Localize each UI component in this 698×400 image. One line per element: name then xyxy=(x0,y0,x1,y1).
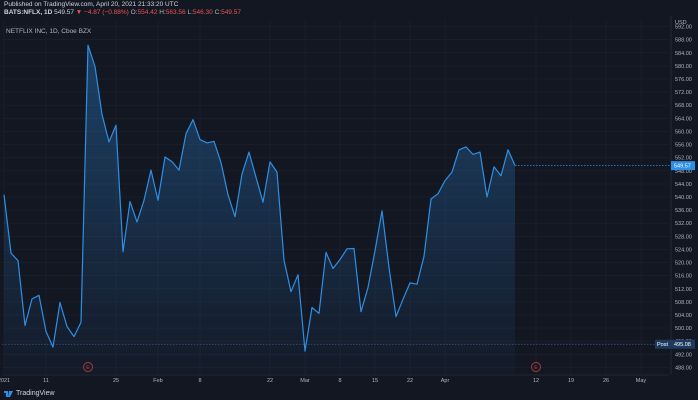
y-tick-label: 528.00 xyxy=(675,234,692,240)
y-tick-label: 560.00 xyxy=(675,129,692,135)
chart-title: NETFLIX INC, 1D, Cboe BZX xyxy=(6,28,92,35)
earnings-event-marker xyxy=(531,362,541,372)
y-tick-label: 512.00 xyxy=(675,287,692,293)
post-price-label: 495.08 xyxy=(674,342,691,348)
price-line xyxy=(3,44,516,352)
open-label: O: xyxy=(130,9,138,16)
open-value: 554.42 xyxy=(137,9,158,16)
x-tick-label: 22 xyxy=(407,378,413,384)
last-price-badge xyxy=(671,161,695,171)
y-tick-label: 592.00 xyxy=(675,25,692,31)
y-tick-label: 588.00 xyxy=(675,38,692,44)
x-tick-label: 25 xyxy=(113,378,119,384)
y-tick-label: 580.00 xyxy=(675,64,692,70)
symbol-label: BATS:NFLX, 1D xyxy=(4,9,53,16)
y-tick-label: 520.00 xyxy=(675,261,692,267)
y-tick-label: 532.00 xyxy=(675,221,692,227)
price-area xyxy=(4,45,515,374)
y-tick-label: 524.00 xyxy=(675,247,692,253)
x-tick-label: 19 xyxy=(568,378,574,384)
y-tick-label: 564.00 xyxy=(675,116,692,122)
y-tick-label: 572.00 xyxy=(675,90,692,96)
y-tick-label: 536.00 xyxy=(675,208,692,214)
high-label: H: xyxy=(159,9,166,16)
y-tick-label: 548.00 xyxy=(675,169,692,175)
y-tick-label: 492.00 xyxy=(675,352,692,358)
x-tick-label: Apr xyxy=(441,378,450,384)
footer: TradingView xyxy=(4,390,55,397)
published-line: Published on TradingView.com, April 20, … xyxy=(4,1,179,8)
y-tick-label: 500.00 xyxy=(675,326,692,332)
post-price-badge xyxy=(671,339,695,349)
x-tick-label: Feb xyxy=(153,378,162,384)
ohlc-line: BATS:NFLX, 1D 549.57 ▼ −4.87 (−0.88%) O:… xyxy=(4,9,241,16)
y-tick-label: 516.00 xyxy=(675,274,692,280)
y-tick-label: 544.00 xyxy=(675,182,692,188)
post-tag-label: Post xyxy=(657,342,668,348)
x-tick-label: 8 xyxy=(338,378,341,384)
y-tick-label: 568.00 xyxy=(675,103,692,109)
x-tick-label: 11 xyxy=(43,378,49,384)
y-tick-label: 508.00 xyxy=(675,300,692,306)
x-tick-label: May xyxy=(636,378,647,384)
earnings-event-marker xyxy=(83,362,93,372)
earnings-event-label: E xyxy=(534,365,538,371)
y-unit-label: USD xyxy=(675,20,687,26)
post-tag-badge xyxy=(655,339,671,349)
low-value: 546.30 xyxy=(192,9,213,16)
earnings-event-label: E xyxy=(86,365,90,371)
y-tick-label: 504.00 xyxy=(675,313,692,319)
y-tick-label: 488.00 xyxy=(675,365,692,371)
close-label: C: xyxy=(214,9,222,16)
x-tick-label: Mar xyxy=(300,378,310,384)
tradingview-logo-icon xyxy=(4,390,13,397)
footer-brand: TradingView xyxy=(16,390,55,397)
low-label: L: xyxy=(187,9,193,16)
last-price: 549.57 xyxy=(54,9,74,16)
close-value: 549.57 xyxy=(221,9,241,16)
x-tick-label: 8 xyxy=(198,378,201,384)
x-tick-label: 22 xyxy=(267,378,273,384)
price-change: ▼ −4.87 (−0.88%) xyxy=(75,9,129,16)
x-tick-label: 26 xyxy=(603,378,609,384)
y-tick-label: 552.00 xyxy=(675,156,692,162)
y-tick-label: 556.00 xyxy=(675,143,692,149)
x-tick-label: 12 xyxy=(533,378,539,384)
last-price-label: 549.57 xyxy=(674,164,691,170)
y-tick-label: 576.00 xyxy=(675,77,692,83)
x-tick-label: 15 xyxy=(372,378,378,384)
y-tick-label: 584.00 xyxy=(675,51,692,57)
x-tick-label: 2021 xyxy=(0,378,10,384)
y-tick-label: 540.00 xyxy=(675,195,692,201)
high-value: 563.56 xyxy=(165,9,186,16)
